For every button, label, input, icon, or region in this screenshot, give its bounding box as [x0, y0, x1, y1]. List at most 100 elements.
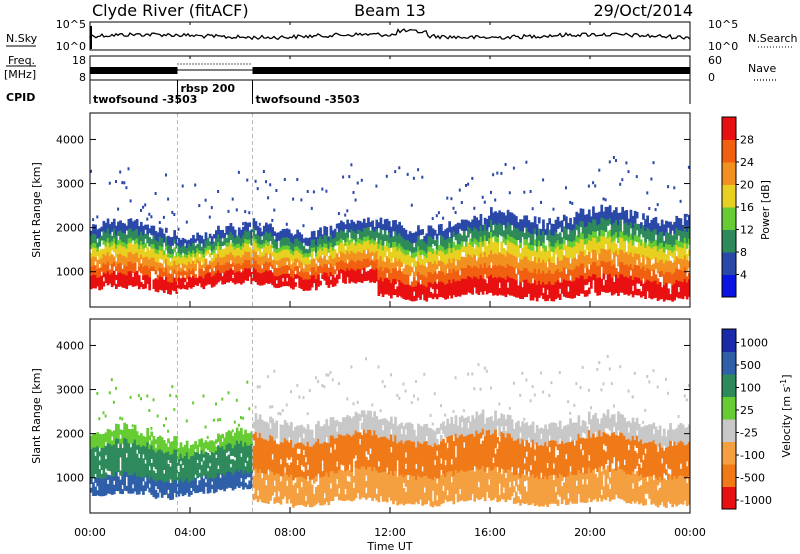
heatmap-cell [129, 218, 133, 224]
heatmap-cell [677, 229, 681, 236]
heatmap-cell [150, 467, 154, 473]
heatmap-cell [240, 276, 243, 281]
heatmap-cell [435, 243, 439, 250]
heatmap-cell [175, 276, 179, 282]
heatmap-cell [215, 484, 218, 489]
cpid-segment-label: rbsp 200 [181, 82, 236, 95]
cpid-segment-label: twofsound -3503 [93, 93, 197, 106]
heatmap-cell [237, 463, 241, 468]
heatmap-cell [148, 241, 151, 247]
heatmap-cell [129, 227, 133, 234]
heatmap-cell [390, 262, 393, 268]
heatmap-cell [279, 246, 283, 252]
heatmap-cell [160, 462, 164, 468]
heatmap-cell [108, 443, 112, 449]
heatmap-cell [385, 267, 389, 273]
heatmap-cell [656, 203, 659, 207]
heatmap-cell [177, 448, 181, 452]
heatmap-cell [206, 249, 210, 254]
heatmap-cell [469, 222, 472, 229]
heatmap-cell [587, 221, 591, 229]
heatmap-cell [144, 274, 147, 280]
heatmap-cell [477, 283, 481, 290]
heatmap-cell [479, 274, 483, 281]
heatmap-cell [392, 273, 395, 280]
heatmap-cell [494, 223, 497, 230]
heatmap-cell [608, 279, 612, 286]
heatmap-cell [406, 289, 410, 295]
heatmap-cell [146, 224, 149, 230]
heatmap-cell [612, 240, 616, 247]
heatmap-cell [131, 460, 135, 466]
heatmap-cell [496, 259, 499, 267]
heatmap-cell [265, 226, 268, 232]
heatmap-cell [537, 263, 541, 270]
heatmap-cell [183, 487, 187, 492]
heatmap-cell [92, 447, 95, 452]
heatmap-cell [404, 234, 408, 241]
heatmap-cell [642, 272, 645, 279]
heatmap-cell [685, 225, 689, 232]
heatmap-cell [206, 435, 209, 439]
heatmap-cell [648, 240, 651, 247]
heatmap-cell [662, 290, 666, 297]
heatmap-cell [369, 230, 372, 236]
heatmap-cell [265, 462, 268, 469]
heatmap-cell [254, 260, 258, 265]
heatmap-cell [104, 273, 108, 279]
heatmap-cell [240, 229, 243, 235]
heatmap-cell [569, 246, 572, 253]
heatmap-cell [442, 246, 445, 252]
heatmap-cell [629, 281, 633, 289]
heatmap-cell [377, 290, 381, 296]
heatmap-cell [131, 479, 135, 485]
heatmap-cell [237, 270, 241, 276]
heatmap-cell [150, 449, 154, 455]
heatmap-cell [254, 467, 258, 475]
heatmap-cell [217, 476, 220, 482]
heatmap-cell [219, 481, 222, 487]
heatmap-cell [385, 261, 389, 268]
heatmap-cell [265, 485, 268, 492]
heatmap-cell [235, 259, 239, 264]
heatmap-cell [337, 248, 341, 254]
heatmap-cell [446, 196, 449, 200]
heatmap-cell [258, 426, 262, 434]
heatmap-cell [162, 452, 166, 458]
heatmap-cell [254, 437, 258, 445]
heatmap-cell [235, 481, 239, 487]
heatmap-cell [135, 256, 139, 262]
heatmap-cell [212, 445, 216, 450]
heatmap-cell [440, 265, 443, 272]
heatmap-cell [354, 270, 358, 276]
heatmap-cell [142, 266, 145, 272]
power-heatmap [90, 113, 690, 307]
heatmap-cell [92, 237, 95, 243]
heatmap-cell [229, 268, 233, 273]
heatmap-cell [342, 273, 345, 279]
heatmap-cell [269, 470, 272, 477]
heatmap-cell [360, 248, 364, 253]
heatmap-cell [367, 244, 370, 250]
heatmap-cell [227, 225, 231, 231]
heatmap-cell [208, 459, 212, 464]
heatmap-cell [119, 229, 122, 236]
heatmap-cell [623, 210, 626, 218]
heatmap-cell [196, 463, 199, 468]
heatmap-cell [269, 452, 272, 459]
heatmap-cell [375, 228, 379, 234]
heatmap-cell [171, 441, 174, 446]
heatmap-cell [677, 269, 681, 276]
heatmap-cell [354, 257, 358, 263]
heatmap-cell [344, 224, 347, 230]
heatmap-cell [227, 277, 231, 283]
heatmap-cell [362, 262, 366, 268]
heatmap-cell [219, 470, 222, 475]
heatmap-cell [494, 198, 497, 202]
heatmap-cell [504, 284, 508, 292]
heatmap-cell [185, 484, 189, 490]
heatmap-cell [569, 263, 572, 270]
heatmap-cell [460, 262, 464, 269]
heatmap-cell [498, 276, 501, 283]
heatmap-cell [440, 234, 443, 241]
